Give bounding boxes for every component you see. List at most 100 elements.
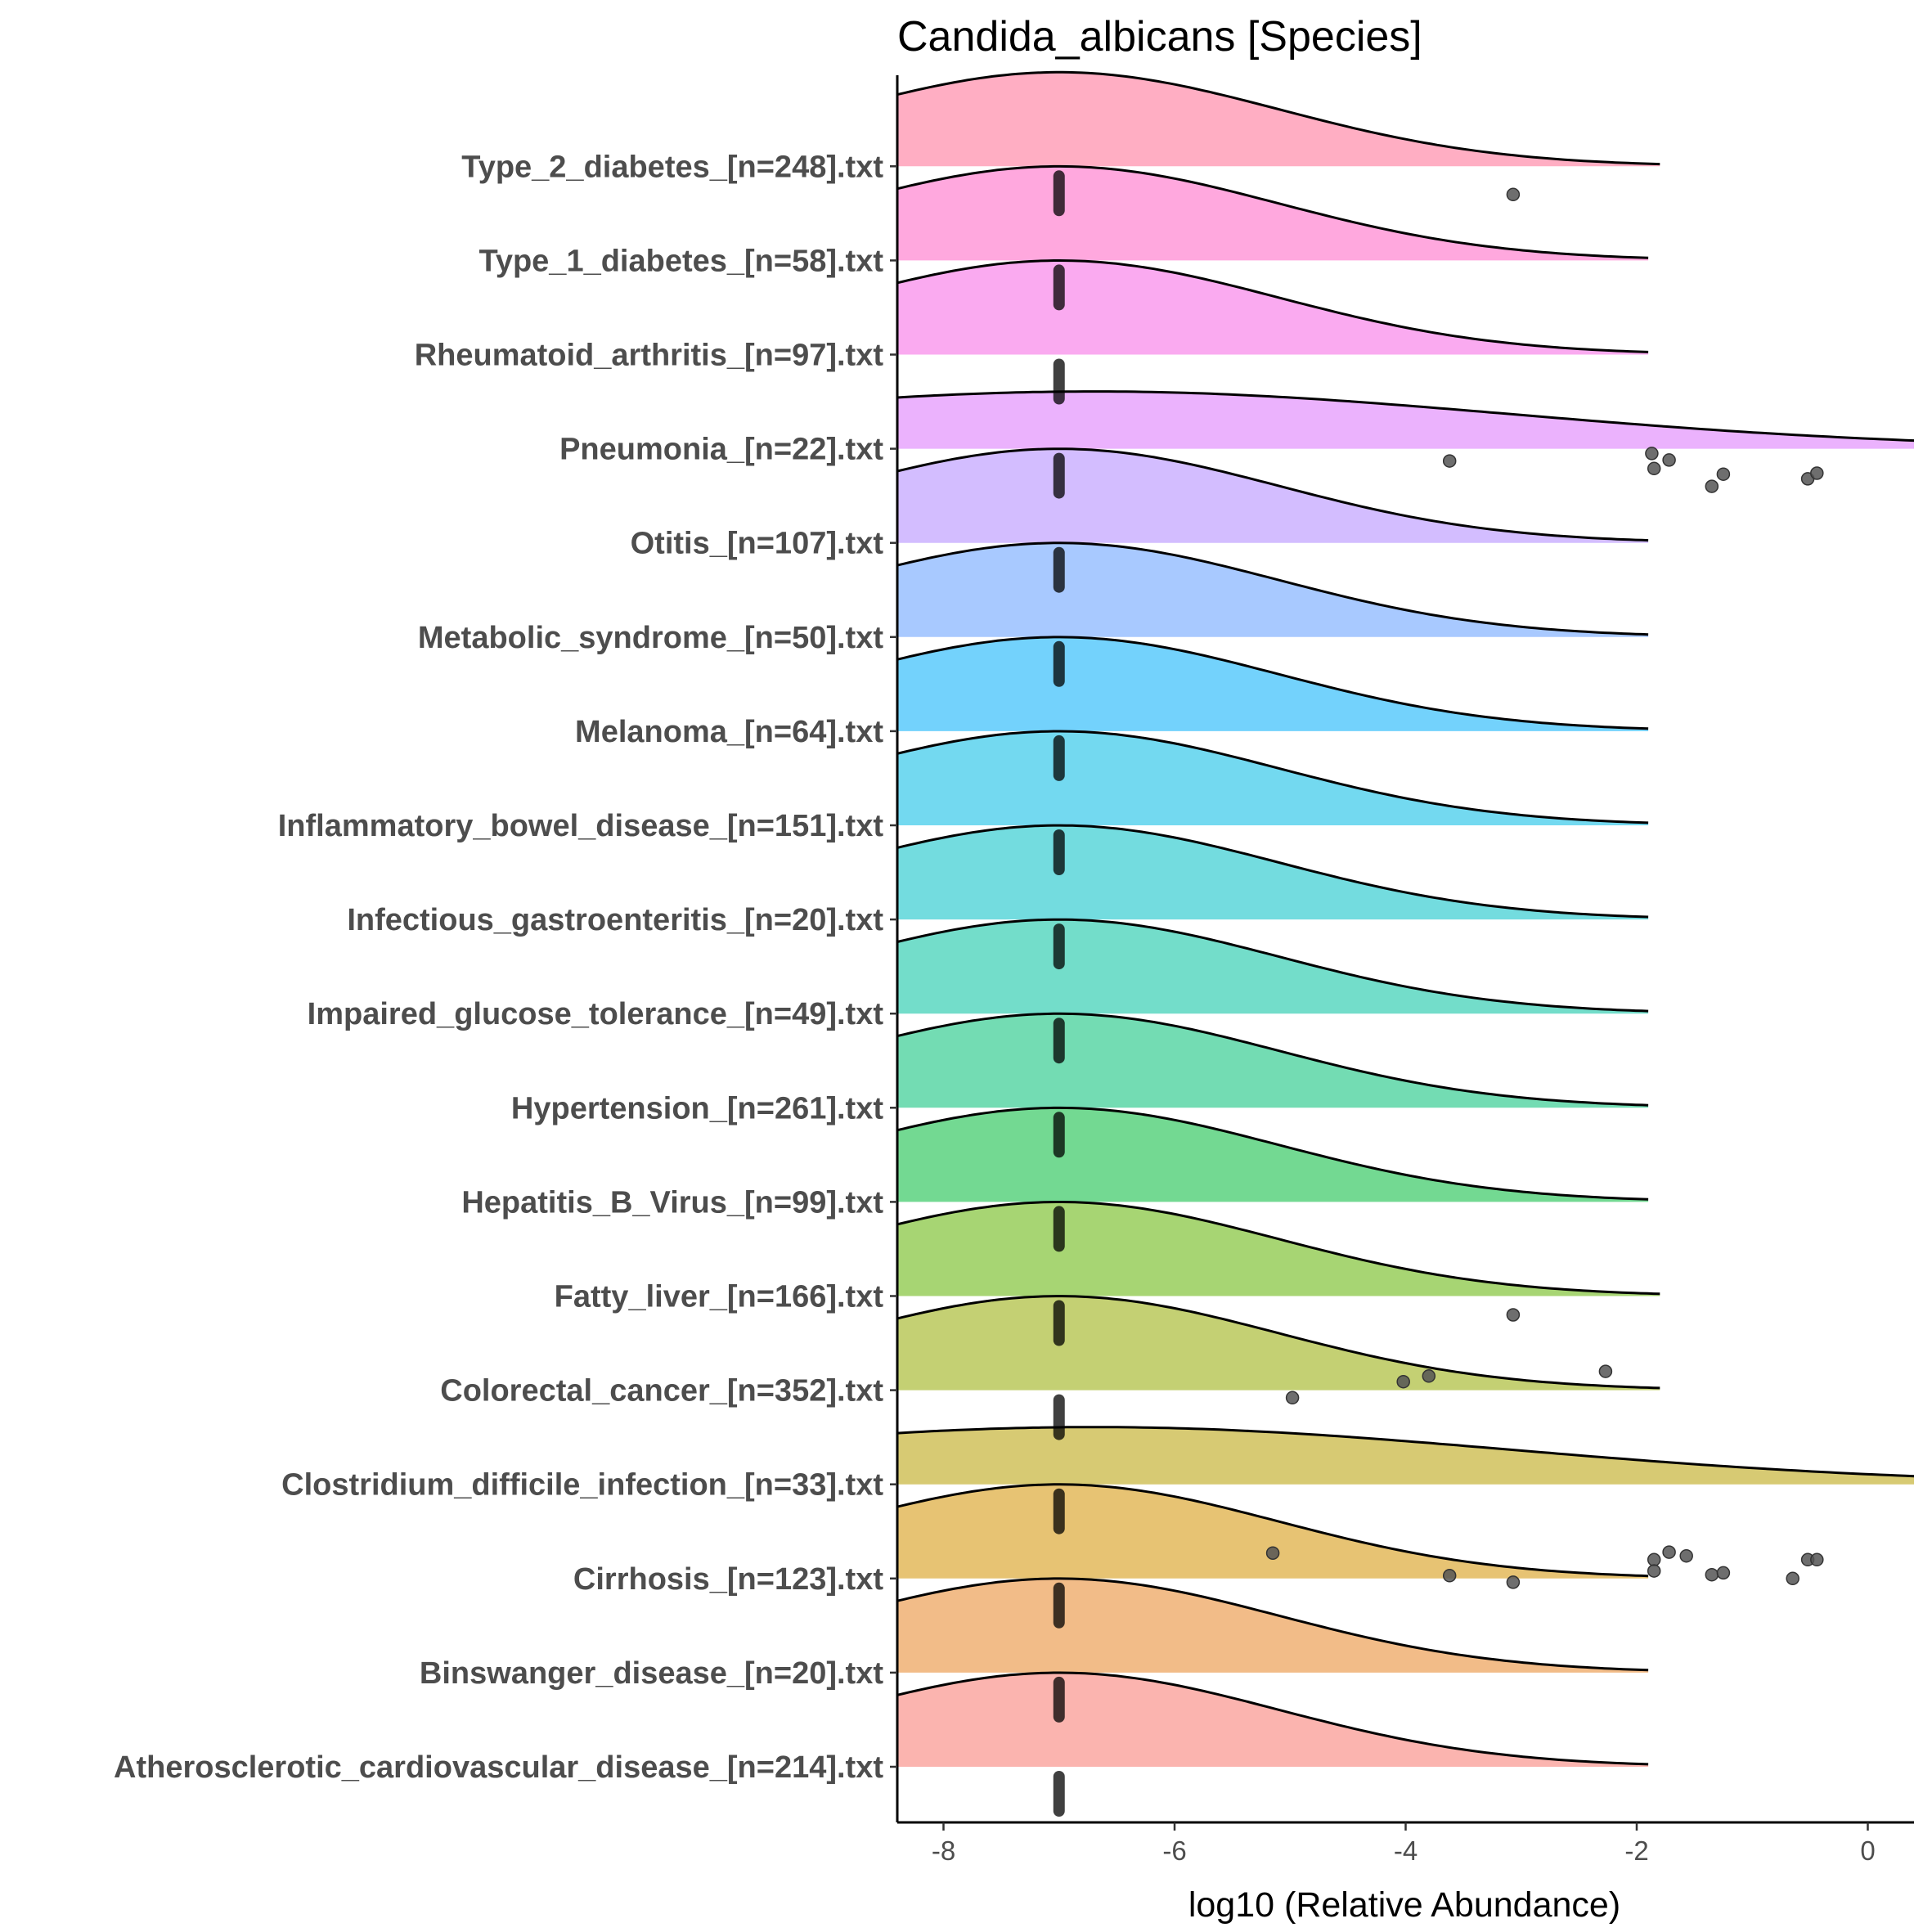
outlier-point-cirrhosis-txt-6 xyxy=(1716,1566,1731,1580)
ridge-fill-otitis-txt xyxy=(897,448,1649,543)
ridge-fill-colorectal-cancer-txt xyxy=(897,1296,1660,1391)
baseline-points-binswanger-disease-txt xyxy=(1053,1676,1065,1723)
outlier-point-clostridium-difficile-infection-txt-1 xyxy=(1396,1374,1410,1389)
baseline-points-type-1-diabetes-txt xyxy=(1053,264,1065,311)
outlier-point-cirrhosis-txt-11 xyxy=(1506,1575,1521,1589)
ridge-outline-cirrhosis-txt xyxy=(896,1483,1649,1578)
outlier-point-cirrhosis-txt-0 xyxy=(1265,1546,1280,1560)
x-tick-label: -6 xyxy=(1162,1835,1186,1866)
baseline-points-colorectal-cancer-txt xyxy=(1053,1394,1065,1440)
outlier-point-clostridium-difficile-infection-txt-2 xyxy=(1422,1369,1436,1383)
outlier-point-pneumonia-txt-4 xyxy=(1705,479,1719,493)
ridge-fill-melanoma-txt xyxy=(897,636,1649,731)
ridge-fill-atherosclerotic-cardiovascular-disease-txt xyxy=(897,1673,1649,1767)
ridge-fill-type-1-diabetes-txt xyxy=(897,166,1649,261)
x-axis-label: log10 (Relative Abundance) xyxy=(1188,1885,1620,1925)
outlier-point-pneumonia-txt-2 xyxy=(1647,461,1661,476)
outlier-point-colorectal-cancer-txt-0 xyxy=(1506,1308,1521,1322)
ridge-fill-fatty-liver-txt xyxy=(897,1202,1660,1296)
ridge-fill-pneumonia-txt xyxy=(897,391,1914,449)
ridge-fill-rheumatoid-arthritis-txt xyxy=(897,260,1649,355)
outlier-point-cirrhosis-txt-2 xyxy=(1647,1564,1661,1578)
x-axis: -8 -6 -4 -2 0 xyxy=(897,1821,1914,1866)
x-tick-label: -2 xyxy=(1624,1835,1648,1866)
y-tick-label-cirrhosis-txt: Cirrhosis_[n=123].txt xyxy=(573,1562,883,1597)
baseline-points-impaired-glucose-tolerance-txt xyxy=(1053,1018,1065,1064)
y-tick-label-impaired-glucose-tolerance-txt: Impaired_glucose_tolerance_[n=49].txt xyxy=(308,997,884,1031)
outlier-point-pneumonia-txt-3 xyxy=(1662,453,1676,467)
baseline-points-hepatitis-b-virus-txt xyxy=(1053,1206,1065,1252)
ridge-outline-hypertension-txt xyxy=(896,1012,1649,1107)
x-tick-label: 0 xyxy=(1860,1835,1875,1866)
ridge-outline-infectious-gastroenteritis-txt xyxy=(896,824,1649,919)
ridge-outline-melanoma-txt xyxy=(896,636,1649,730)
baseline-points-atherosclerotic-cardiovascular-disease-txt xyxy=(1053,1771,1065,1817)
outlier-point-cirrhosis-txt-4 xyxy=(1679,1548,1693,1563)
baseline-points-metabolic-syndrome-txt xyxy=(1053,640,1065,687)
ridge-outline-rheumatoid-arthritis-txt xyxy=(896,259,1649,353)
ridge-fill-clostridium-difficile-infection-txt xyxy=(897,1427,1914,1485)
baseline-points-otitis-txt xyxy=(1053,546,1065,593)
outlier-point-cirrhosis-txt-3 xyxy=(1662,1545,1676,1559)
outlier-point-type-1-diabetes-txt-0 xyxy=(1506,187,1521,202)
ridge-fill-impaired-glucose-tolerance-txt xyxy=(897,919,1649,1014)
y-tick-label-hepatitis-b-virus-txt: Hepatitis_B_Virus_[n=99].txt xyxy=(461,1185,883,1220)
y-tick-label-pneumonia-txt: Pneumonia_[n=22].txt xyxy=(559,433,883,467)
baseline-points-inflammatory-bowel-disease-txt xyxy=(1053,829,1065,875)
y-tick-label-rheumatoid-arthritis-txt: Rheumatoid_arthritis_[n=97].txt xyxy=(415,339,884,373)
outlier-point-pneumonia-txt-5 xyxy=(1716,467,1731,481)
points-layer xyxy=(1053,170,1824,1817)
y-tick-label-melanoma-txt: Melanoma_[n=64].txt xyxy=(575,715,883,749)
y-tick-label-atherosclerotic-cardiovascular-disease-txt: Atherosclerotic_cardiovascular_disease_[… xyxy=(114,1750,883,1785)
baseline-points-hypertension-txt xyxy=(1053,1112,1065,1158)
outlier-point-pneumonia-txt-0 xyxy=(1442,454,1457,468)
ridge-outline-type-2-diabetes-txt xyxy=(896,70,1660,166)
outlier-point-cirrhosis-txt-5 xyxy=(1705,1567,1719,1582)
ridge-fill-inflammatory-bowel-disease-txt xyxy=(897,731,1649,825)
baseline-points-fatty-liver-txt xyxy=(1053,1300,1065,1346)
baseline-points-pneumonia-txt xyxy=(1053,452,1065,499)
y-tick-label-clostridium-difficile-infection-txt: Clostridium_difficile_infection_[n=33].t… xyxy=(281,1468,883,1503)
y-tick-label-type-1-diabetes-txt: Type_1_diabetes_[n=58].txt xyxy=(479,244,883,278)
ridge-fill-cirrhosis-txt xyxy=(897,1484,1649,1579)
y-tick-label-hypertension-txt: Hypertension_[n=261].txt xyxy=(511,1091,883,1126)
outlier-point-cirrhosis-txt-9 xyxy=(1786,1571,1799,1586)
y-tick-label-type-2-diabetes-txt: Type_2_diabetes_[n=248].txt xyxy=(461,150,883,184)
baseline-points-clostridium-difficile-infection-txt xyxy=(1053,1488,1065,1534)
ridge-outline-pneumonia-txt xyxy=(896,390,1915,443)
baseline-points-infectious-gastroenteritis-txt xyxy=(1053,923,1065,970)
outlier-point-pneumonia-txt-7 xyxy=(1810,466,1824,480)
y-axis: Atherosclerotic_cardiovascular_disease_[… xyxy=(114,75,899,1822)
y-tick-label-binswanger-disease-txt: Binswanger_disease_[n=20].txt xyxy=(420,1656,883,1691)
y-tick-label-infectious-gastroenteritis-txt: Infectious_gastroenteritis_[n=20].txt xyxy=(347,903,883,937)
ridge-outline-impaired-glucose-tolerance-txt xyxy=(896,918,1649,1013)
ridge-fill-metabolic-syndrome-txt xyxy=(897,542,1649,637)
outlier-point-clostridium-difficile-infection-txt-0 xyxy=(1285,1391,1300,1405)
ridge-outline-atherosclerotic-cardiovascular-disease-txt xyxy=(896,1671,1649,1766)
y-tick-label-inflammatory-bowel-disease-txt: Inflammatory_bowel_disease_[n=151].txt xyxy=(278,809,884,843)
ridge-outline-otitis-txt xyxy=(896,447,1649,542)
ridge-outline-colorectal-cancer-txt xyxy=(896,1295,1660,1390)
ridge-outline-inflammatory-bowel-disease-txt xyxy=(896,730,1649,824)
chart-title: Candida_albicans [Species] xyxy=(897,13,1422,61)
ridge-fill-hepatitis-b-virus-txt xyxy=(897,1108,1649,1202)
ridge-outline-binswanger-disease-txt xyxy=(896,1577,1649,1672)
x-tick-label: -8 xyxy=(932,1835,955,1866)
baseline-points-melanoma-txt xyxy=(1053,735,1065,781)
outlier-point-clostridium-difficile-infection-txt-3 xyxy=(1598,1364,1613,1378)
ridge-fill-type-2-diabetes-txt xyxy=(897,72,1660,167)
outlier-point-cirrhosis-txt-8 xyxy=(1810,1552,1824,1567)
baseline-points-type-2-diabetes-txt xyxy=(1053,170,1065,217)
ridge-fill-binswanger-disease-txt xyxy=(897,1578,1649,1673)
ridge-outline-type-1-diabetes-txt xyxy=(896,164,1649,259)
ridge-fill-infectious-gastroenteritis-txt xyxy=(897,825,1649,920)
ridge-outline-fatty-liver-txt xyxy=(896,1201,1660,1296)
y-tick-label-fatty-liver-txt: Fatty_liver_[n=166].txt xyxy=(555,1280,884,1314)
y-tick-label-metabolic-syndrome-txt: Metabolic_syndrome_[n=50].txt xyxy=(418,621,883,655)
outlier-point-cirrhosis-txt-10 xyxy=(1442,1569,1457,1583)
outlier-point-pneumonia-txt-1 xyxy=(1645,447,1659,461)
x-tick-label: -4 xyxy=(1394,1835,1418,1866)
outlier-point-cirrhosis-txt-1 xyxy=(1647,1552,1661,1567)
y-tick-label-colorectal-cancer-txt: Colorectal_cancer_[n=352].txt xyxy=(440,1374,883,1409)
